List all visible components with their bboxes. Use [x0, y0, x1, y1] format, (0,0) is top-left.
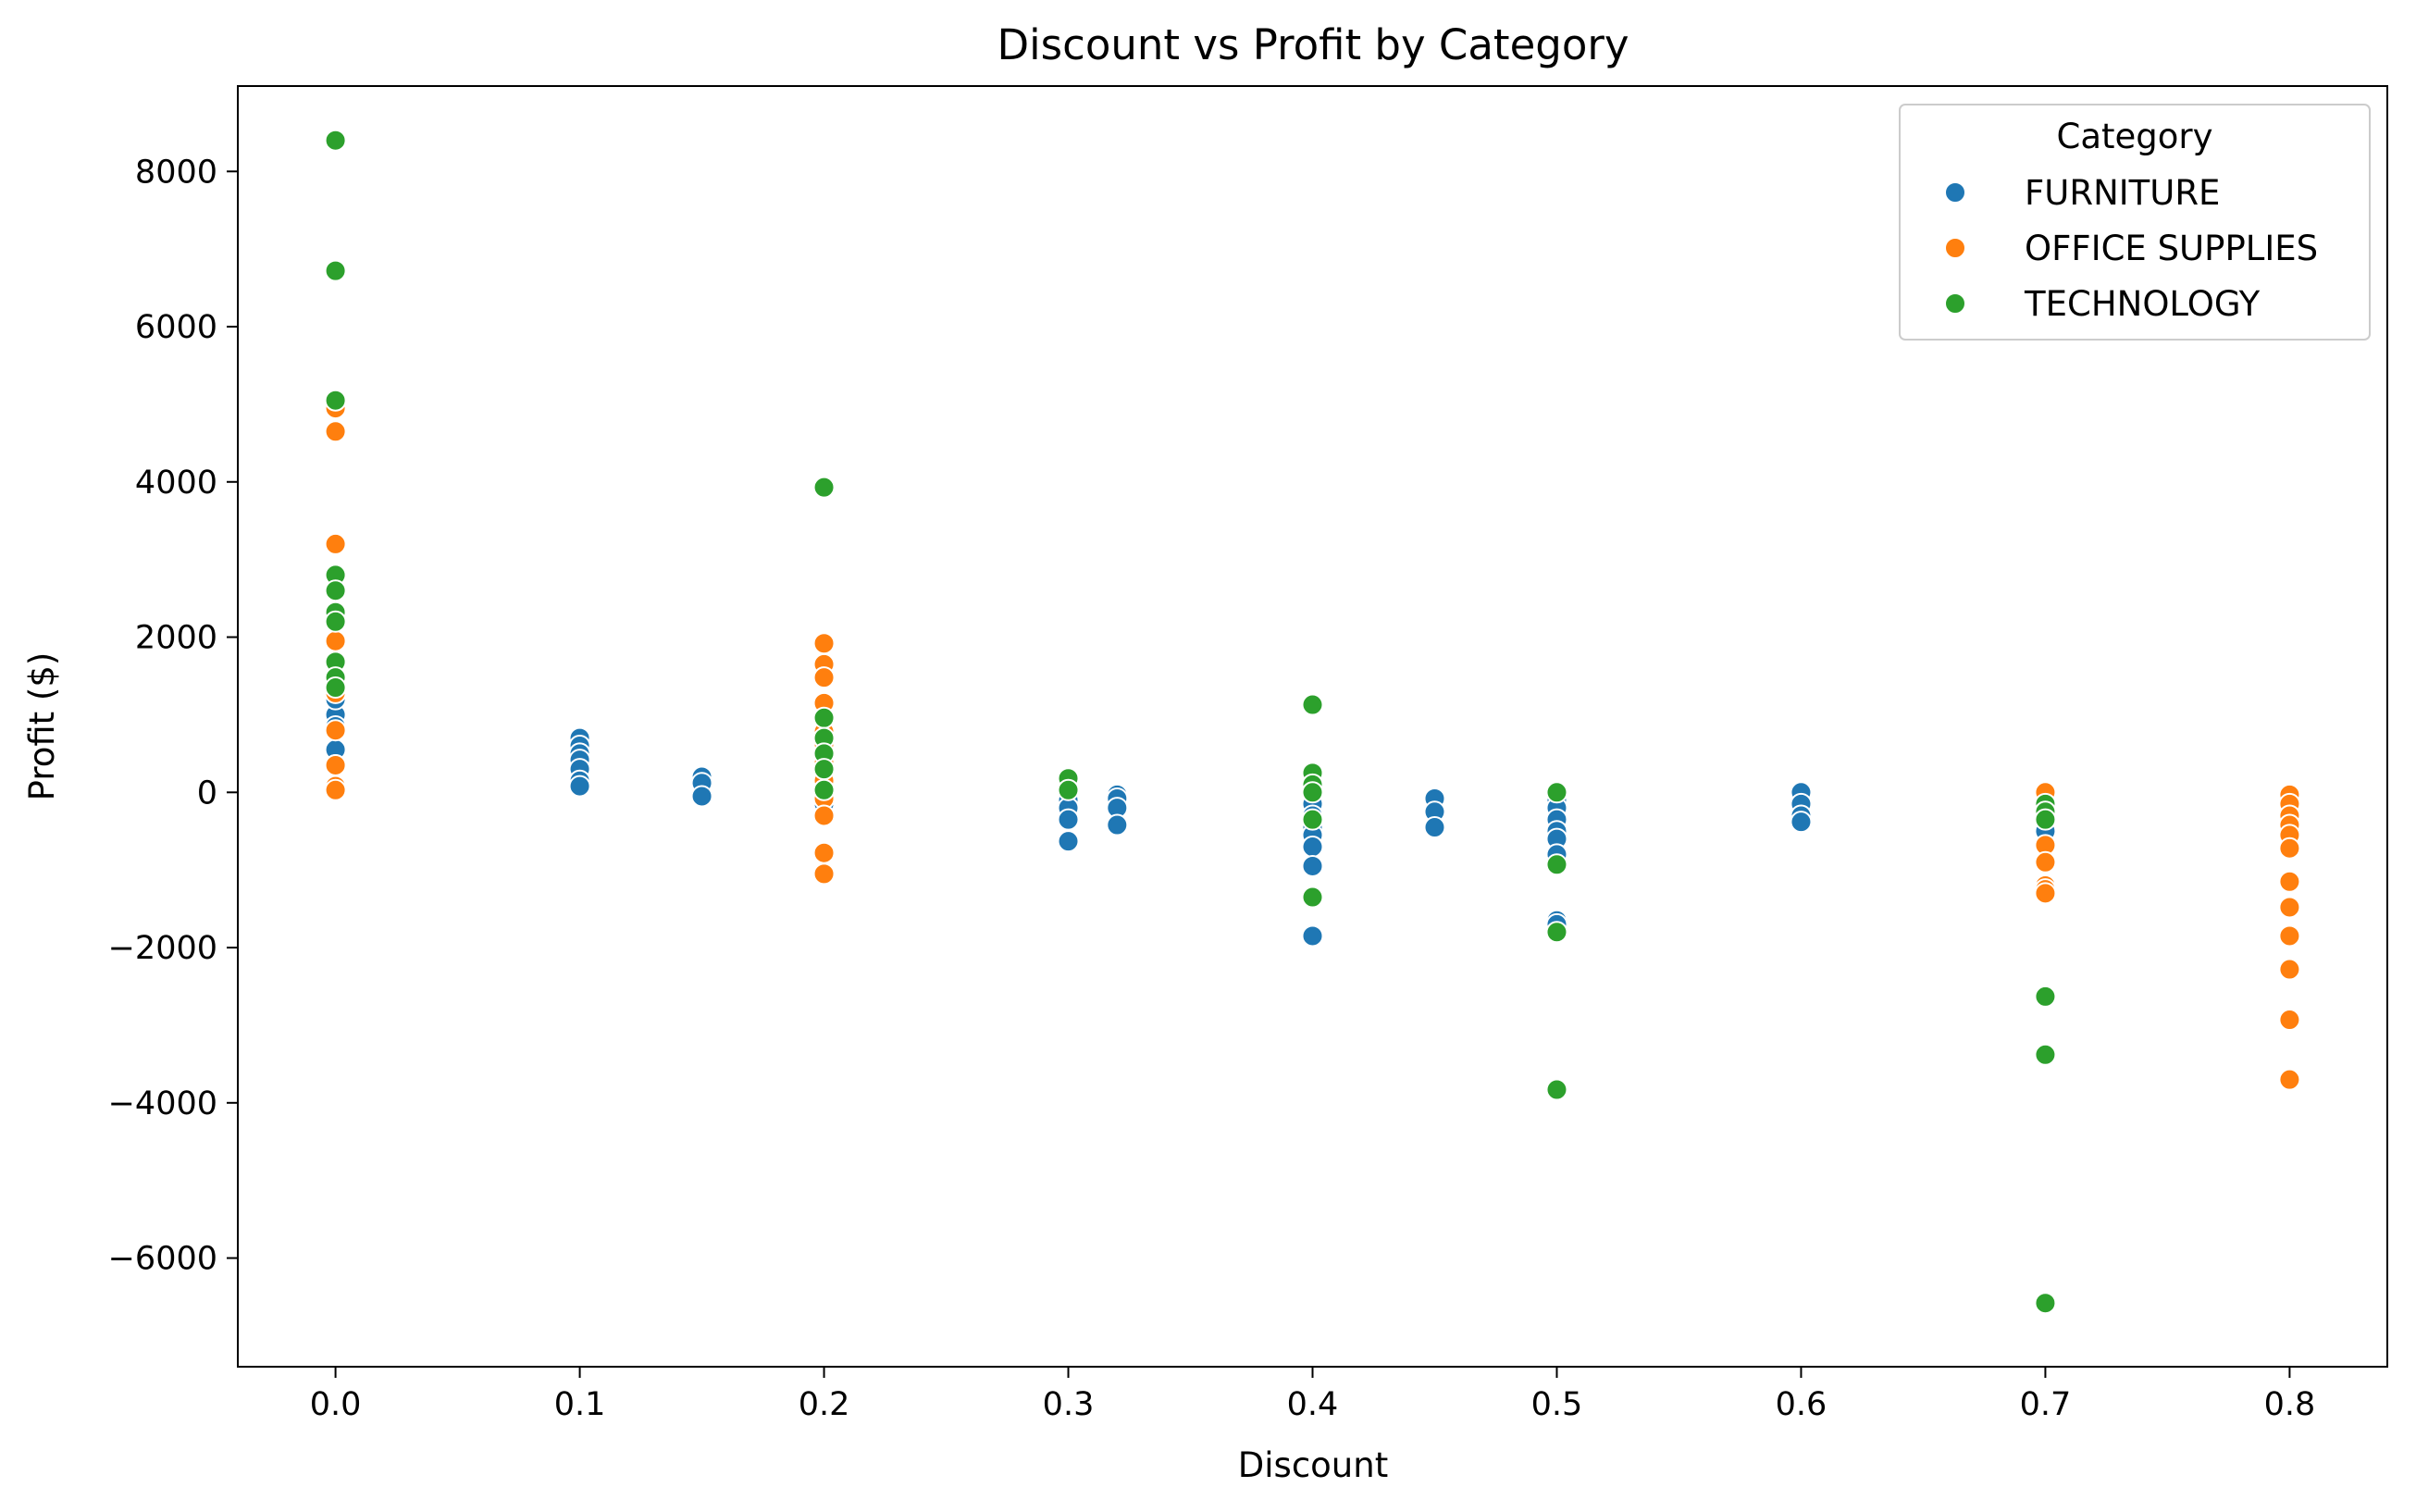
data-point: [1301, 836, 1324, 859]
data-point: [1301, 693, 1324, 716]
y-tick-label: −4000: [108, 1085, 217, 1122]
x-tick-label: 0.2: [799, 1386, 850, 1423]
data-point: [1057, 778, 1080, 801]
x-tick-label: 0.0: [310, 1386, 362, 1423]
legend-entry-label: OFFICE SUPPLIES: [2025, 229, 2318, 268]
data-point: [324, 129, 347, 152]
axes-layer: 0.0 0.1 0.2 0.3 0.4 0.5 0.6 0.7 0.8 −6000 −4000 −20…: [108, 154, 2316, 1423]
y-tick-label: −6000: [108, 1241, 217, 1278]
x-axis-label: Discount: [1238, 1445, 1388, 1485]
data-point: [1301, 886, 1324, 909]
data-point: [324, 420, 347, 443]
legend-box: [1899, 104, 2371, 341]
y-axis-label: Profit ($): [22, 652, 62, 801]
data-point: [324, 610, 347, 633]
data-point: [2034, 850, 2057, 874]
data-point: [2278, 924, 2301, 948]
data-point: [324, 389, 347, 412]
data-point: [1301, 924, 1324, 948]
data-point: [324, 259, 347, 282]
data-point: [2034, 808, 2057, 831]
data-point: [2034, 1043, 2057, 1066]
x-tick-label: 0.4: [1287, 1386, 1339, 1423]
legend-marker: [1944, 237, 1966, 259]
data-point: [812, 632, 836, 655]
data-point: [2278, 870, 2301, 893]
y-tick-label: 0: [197, 775, 217, 812]
data-point: [568, 775, 591, 798]
x-tick-label: 0.3: [1043, 1386, 1095, 1423]
data-point: [1106, 813, 1129, 837]
y-tick-label: 6000: [135, 309, 217, 346]
data-point: [1545, 853, 1568, 876]
data-point: [1545, 1078, 1568, 1101]
data-point: [324, 778, 347, 801]
data-point: [812, 706, 836, 729]
legend-marker: [1944, 292, 1966, 315]
y-tick-label: −2000: [108, 930, 217, 967]
data-point: [1545, 781, 1568, 804]
data-point: [2034, 1292, 2057, 1315]
data-point: [812, 804, 836, 827]
data-point: [324, 676, 347, 700]
x-tick-label: 0.8: [2264, 1386, 2316, 1423]
x-tick-label: 0.7: [2020, 1386, 2072, 1423]
y-tick-label: 2000: [135, 620, 217, 657]
data-point: [324, 753, 347, 776]
data-point: [2278, 958, 2301, 981]
data-point: [1545, 921, 1568, 944]
legend-entry-label: TECHNOLOGY: [2024, 284, 2261, 324]
legend-marker: [1944, 181, 1966, 204]
data-point: [1301, 781, 1324, 804]
data-point: [324, 579, 347, 602]
legend-title: Category: [2056, 117, 2212, 156]
x-tick-label: 0.1: [554, 1386, 606, 1423]
data-point: [812, 862, 836, 886]
y-tick-label: 4000: [135, 465, 217, 502]
x-tick-label: 0.5: [1531, 1386, 1583, 1423]
data-point: [2278, 896, 2301, 919]
data-point: [324, 532, 347, 555]
data-point: [2034, 985, 2057, 1008]
legend-entries: FURNITURE OFFICE SUPPLIES TECHNOLOGY: [1944, 173, 2318, 324]
data-point: [2278, 837, 2301, 860]
data-point: [812, 841, 836, 864]
data-point: [324, 719, 347, 742]
legend: Category FURNITURE OFFICE SUPPLIES TECHNOL…: [1899, 104, 2371, 341]
data-point: [2278, 1009, 2301, 1032]
legend-entry-label: FURNITURE: [2025, 173, 2220, 213]
data-point: [812, 666, 836, 689]
data-point: [690, 785, 713, 808]
data-point: [812, 476, 836, 499]
chart-title: Discount vs Profit by Category: [997, 20, 1629, 69]
y-tick-label: 8000: [135, 154, 217, 191]
data-point: [1057, 830, 1080, 853]
data-point: [812, 778, 836, 801]
data-point: [1423, 816, 1446, 839]
data-point: [1301, 808, 1324, 831]
data-point: [1057, 808, 1080, 831]
data-point: [2278, 1068, 2301, 1091]
points-layer: [324, 129, 2301, 1315]
plot-frame: [237, 85, 2388, 1368]
data-point: [812, 758, 836, 781]
data-point: [1301, 854, 1324, 877]
data-point: [1790, 811, 1813, 834]
x-tick-label: 0.6: [1776, 1386, 1827, 1423]
data-point: [2034, 882, 2057, 905]
data-point: [324, 629, 347, 652]
